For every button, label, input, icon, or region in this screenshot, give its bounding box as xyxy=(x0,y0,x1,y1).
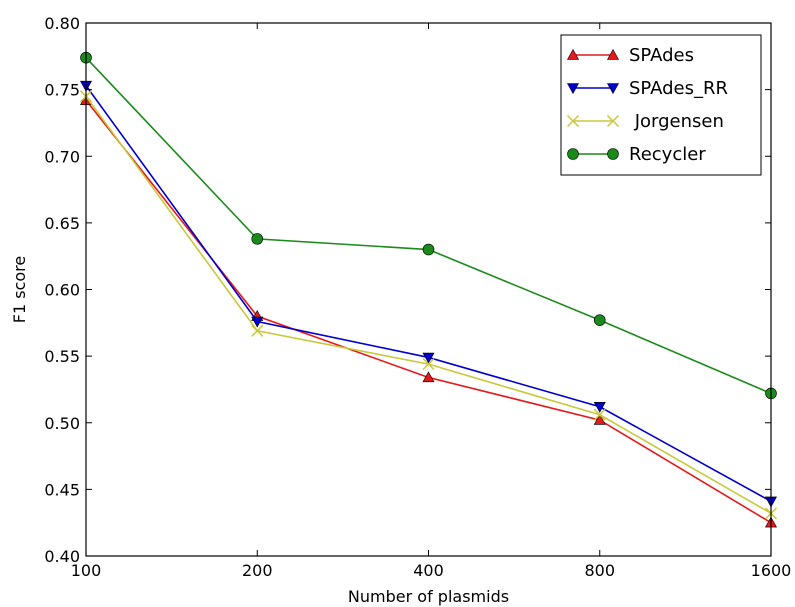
data-point xyxy=(422,371,435,383)
legend-entry: Recycler xyxy=(567,144,706,165)
data-point xyxy=(422,352,435,364)
y-tick-label: 0.50 xyxy=(44,414,80,433)
x-tick-label: 100 xyxy=(71,561,102,580)
data-point xyxy=(593,413,606,425)
legend-marker xyxy=(567,148,579,160)
legend-marker xyxy=(566,83,580,95)
data-point xyxy=(422,358,435,371)
data-point xyxy=(251,233,264,245)
y-tick-label: 0.60 xyxy=(44,281,80,300)
legend-label: Recycler xyxy=(629,144,706,165)
axis-ticks: 100 200 400 800 1600 0.40 0.45 0.50 0.55 0.60 0.65… xyxy=(44,14,791,580)
legend-marker xyxy=(606,83,620,95)
x-axis-label: Number of plasmids xyxy=(348,587,509,606)
series-3 xyxy=(80,51,777,400)
legend-entry: Jorgensen xyxy=(566,111,724,132)
legend-marker xyxy=(606,114,620,128)
y-tick-label: 0.70 xyxy=(44,147,80,166)
legend-entry: SPAdes xyxy=(566,45,694,66)
legend-entry: SPAdes_RR xyxy=(566,78,728,99)
y-tick-label: 0.65 xyxy=(44,214,80,233)
legend-marker xyxy=(607,148,619,160)
legend-marker xyxy=(566,48,580,60)
data-point xyxy=(251,316,264,328)
data-point xyxy=(251,324,264,337)
data-point xyxy=(422,243,435,256)
y-tick-label: 0.45 xyxy=(44,480,80,499)
x-tick-label: 200 xyxy=(242,561,273,580)
y-tick-label: 0.75 xyxy=(44,81,80,100)
data-point xyxy=(593,314,606,326)
y-tick-label: 0.55 xyxy=(44,347,80,366)
x-tick-label: 800 xyxy=(584,561,615,580)
legend-marker xyxy=(606,48,620,60)
y-axis-label: F1 score xyxy=(10,256,29,323)
y-tick-label: 0.40 xyxy=(44,547,80,566)
legend: SPAdes SPAdes_RR Jorgensen Recycler xyxy=(560,34,762,176)
data-point xyxy=(593,408,606,421)
legend-label: SPAdes xyxy=(629,45,694,66)
y-tick-label: 0.80 xyxy=(44,14,80,33)
legend-label: Jorgensen xyxy=(629,111,724,132)
data-point xyxy=(593,402,606,413)
plot-marks xyxy=(79,51,778,528)
x-tick-label: 400 xyxy=(413,561,444,580)
legend-label: SPAdes_RR xyxy=(629,78,728,99)
legend-frame xyxy=(560,34,762,176)
legend-marker xyxy=(566,114,580,128)
x-tick-label: 1600 xyxy=(751,561,792,580)
